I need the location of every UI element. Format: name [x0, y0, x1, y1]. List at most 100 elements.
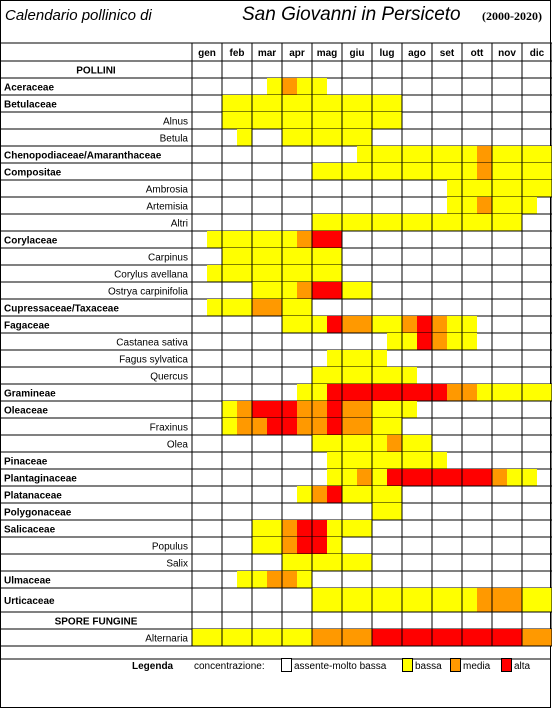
concentration-cell [237, 248, 252, 265]
concentration-cell [477, 180, 492, 197]
concentration-cell [282, 537, 297, 554]
concentration-cell [312, 367, 327, 384]
row-label: Quercus [150, 372, 188, 383]
concentration-cell [327, 248, 342, 265]
concentration-cell [522, 180, 537, 197]
concentration-cell [297, 401, 312, 418]
concentration-cell [312, 537, 327, 554]
concentration-cell [357, 452, 372, 469]
row-label: Fagus sylvatica [119, 355, 188, 366]
concentration-cell [402, 384, 417, 401]
concentration-cell [297, 384, 312, 401]
concentration-cell [372, 163, 387, 180]
concentration-cell [462, 333, 477, 350]
concentration-cell [417, 384, 432, 401]
concentration-cell [267, 401, 282, 418]
concentration-cell [357, 520, 372, 537]
concentration-cell [252, 231, 267, 248]
row-label: Cupressaceae/Taxaceae [4, 304, 119, 315]
concentration-cell [357, 112, 372, 129]
concentration-cell [282, 231, 297, 248]
concentration-cell [537, 146, 552, 163]
concentration-cell [342, 129, 357, 146]
concentration-cell [297, 316, 312, 333]
month-header-set: set [440, 48, 455, 59]
concentration-cell [387, 435, 402, 452]
concentration-cell [417, 629, 432, 646]
concentration-cell [312, 78, 327, 95]
concentration-cell [312, 384, 327, 401]
concentration-cell [252, 418, 267, 435]
concentration-cell [297, 629, 312, 646]
concentration-cell [342, 629, 357, 646]
concentration-cell [312, 214, 327, 231]
concentration-cell [222, 248, 237, 265]
concentration-cell [462, 316, 477, 333]
concentration-cell [402, 214, 417, 231]
concentration-cell [402, 469, 417, 486]
legend: Legenda concentrazione: assente-molto ba… [0, 655, 551, 679]
concentration-cell [342, 588, 357, 612]
concentration-cell [522, 629, 537, 646]
concentration-cell [297, 486, 312, 503]
row-label: Betula [160, 134, 189, 145]
concentration-cell [462, 469, 477, 486]
concentration-cell [327, 316, 342, 333]
concentration-cell [507, 384, 522, 401]
concentration-cell [282, 520, 297, 537]
concentration-cell [237, 571, 252, 588]
concentration-cell [267, 248, 282, 265]
concentration-cell [342, 316, 357, 333]
row-label: Fraxinus [150, 423, 188, 434]
row-label: Oleaceae [4, 406, 48, 417]
concentration-cell [222, 231, 237, 248]
concentration-cell [297, 520, 312, 537]
concentration-cell [372, 503, 387, 520]
concentration-cell [447, 629, 462, 646]
concentration-cell [282, 282, 297, 299]
concentration-cell [222, 95, 237, 112]
concentration-cell [432, 333, 447, 350]
concentration-cell [387, 146, 402, 163]
concentration-cell [462, 197, 477, 214]
concentration-cell [312, 163, 327, 180]
concentration-cell [372, 384, 387, 401]
concentration-cell [492, 163, 507, 180]
concentration-cell [522, 384, 537, 401]
concentration-cell [537, 180, 552, 197]
concentration-cell [222, 299, 237, 316]
concentration-cell [477, 469, 492, 486]
concentration-cell [492, 197, 507, 214]
row-label: Corylaceae [4, 236, 58, 247]
concentration-cell [252, 282, 267, 299]
row-label: Salicaceae [4, 525, 56, 536]
concentration-cell [477, 629, 492, 646]
concentration-cell [252, 299, 267, 316]
row-label: Compositae [4, 168, 62, 179]
concentration-cell [327, 629, 342, 646]
concentration-cell [447, 588, 462, 612]
years-range: (2000-2020) [482, 9, 542, 23]
legend-swatch-medium [450, 658, 461, 672]
concentration-cell [432, 163, 447, 180]
concentration-cell [342, 163, 357, 180]
legend-swatch-high [501, 658, 512, 672]
concentration-cell [312, 129, 327, 146]
month-header-mag: mag [317, 48, 338, 59]
concentration-cell [312, 282, 327, 299]
concentration-cell [357, 469, 372, 486]
row-label: Altri [171, 219, 188, 230]
concentration-cell [507, 146, 522, 163]
concentration-cell [297, 265, 312, 282]
concentration-cell [372, 486, 387, 503]
concentration-cell [522, 197, 537, 214]
concentration-cell [342, 418, 357, 435]
concentration-cell [327, 435, 342, 452]
concentration-cell [387, 316, 402, 333]
concentration-cell [357, 418, 372, 435]
concentration-cell [267, 282, 282, 299]
concentration-cell [387, 95, 402, 112]
row-label: Urticaceae [4, 596, 55, 607]
concentration-cell [312, 401, 327, 418]
concentration-cell [342, 95, 357, 112]
